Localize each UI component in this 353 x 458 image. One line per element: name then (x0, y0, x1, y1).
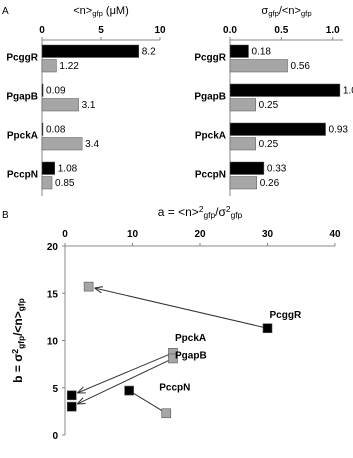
text-part: gfp (231, 210, 243, 220)
value-label: 0.93 (329, 125, 349, 136)
category-label: PgapB (194, 92, 226, 103)
x-tick-label: 10 (127, 229, 139, 240)
value-label: 0.56 (291, 61, 311, 72)
x-tick-label: 5 (98, 25, 104, 36)
x-tick-label: 0 (39, 25, 45, 36)
value-label: 0.08 (46, 125, 66, 136)
bar (41, 83, 44, 97)
connector (77, 358, 174, 404)
value-label: 0.09 (46, 86, 66, 97)
bar (229, 59, 288, 73)
text-part: /<n> (11, 311, 25, 336)
bar (41, 122, 44, 136)
x-axis-label: a = <n>2gfp/σ2gfp (158, 204, 243, 220)
bar (41, 161, 55, 175)
text-part: 2 (10, 349, 20, 354)
category-label: PgapB (6, 92, 38, 103)
point-label: PccpN (159, 382, 190, 393)
x-tick-label: 0.5 (274, 25, 288, 36)
x-tick-label: 0.0 (223, 25, 237, 36)
x-tick-label: 1.0 (326, 25, 340, 36)
text-part: gfp (301, 9, 312, 18)
point (161, 408, 172, 419)
connector (77, 352, 174, 393)
x-tick-label: 30 (262, 229, 274, 240)
text-part: a = <n> (158, 205, 199, 219)
category-label: PpckA (7, 131, 38, 142)
bar (229, 122, 326, 136)
bar (41, 98, 79, 112)
panel-label: A (2, 6, 9, 17)
point-label: PcggR (270, 310, 302, 321)
point-label: PgapB (175, 350, 207, 361)
point (168, 353, 178, 364)
y-tick-label: 10 (47, 337, 59, 348)
bar (229, 98, 256, 112)
connector (128, 390, 167, 414)
y-tick-label: 5 (52, 384, 58, 395)
value-label: 8.2 (142, 47, 156, 58)
y-tick-label: 15 (47, 289, 59, 300)
point (83, 281, 94, 292)
bar (229, 83, 341, 97)
text-part: gfp (92, 9, 103, 18)
text-part: gfp (16, 336, 26, 349)
chart-title: σgfp/<n>gfp (261, 5, 311, 18)
y-tick-label: 0 (52, 431, 58, 442)
value-label: 0.25 (259, 139, 279, 150)
text-part: (μM) (103, 5, 129, 17)
text-part: 2 (226, 204, 231, 214)
text-part: <n> (73, 5, 92, 17)
text-part: σ (261, 5, 268, 17)
bar (41, 176, 53, 190)
point (66, 390, 77, 401)
bar (229, 137, 256, 151)
text-part: b = σ (11, 354, 25, 383)
value-label: 0.33 (267, 164, 287, 175)
text-part: gfp (16, 298, 26, 311)
value-label: 1.08 (58, 164, 78, 175)
bar (41, 137, 83, 151)
point (66, 401, 77, 412)
category-label: PcggR (194, 53, 226, 64)
value-label: 0.25 (259, 100, 279, 111)
value-label: 0.26 (260, 178, 280, 189)
connector (94, 288, 268, 329)
bar (229, 44, 249, 58)
y-axis-label: b = σ2gfp/<n>gfp (10, 298, 26, 383)
text-part: gfp (268, 9, 279, 18)
value-label: 1.22 (59, 61, 79, 72)
x-tick-label: 10 (154, 25, 166, 36)
value-label: 0.18 (251, 47, 271, 58)
value-label: 0.85 (55, 178, 75, 189)
text-part: 2 (199, 204, 204, 214)
text-part: /<n> (279, 5, 301, 17)
point (124, 385, 134, 396)
text-part: /σ (215, 205, 226, 219)
bar (41, 44, 140, 58)
x-tick-label: 20 (194, 229, 206, 240)
value-label: 3.1 (82, 100, 96, 111)
x-tick-label: 0 (62, 229, 68, 240)
text-part: gfp (203, 210, 215, 220)
point-label: PpckA (175, 333, 206, 344)
y-tick-label: 20 (47, 242, 59, 253)
category-label: PpckA (195, 131, 226, 142)
chart-title: <n>gfp (μM) (73, 5, 129, 18)
panel-label: B (2, 210, 9, 221)
x-tick-label: 40 (329, 229, 341, 240)
category-label: PccpN (7, 170, 38, 181)
point (262, 323, 273, 334)
value-label: 3.4 (85, 139, 99, 150)
bar (229, 161, 265, 175)
bar (229, 176, 257, 190)
category-label: PcggR (6, 53, 38, 64)
value-label: 1.07 (343, 86, 353, 97)
bar (41, 59, 57, 73)
category-label: PccpN (195, 170, 226, 181)
